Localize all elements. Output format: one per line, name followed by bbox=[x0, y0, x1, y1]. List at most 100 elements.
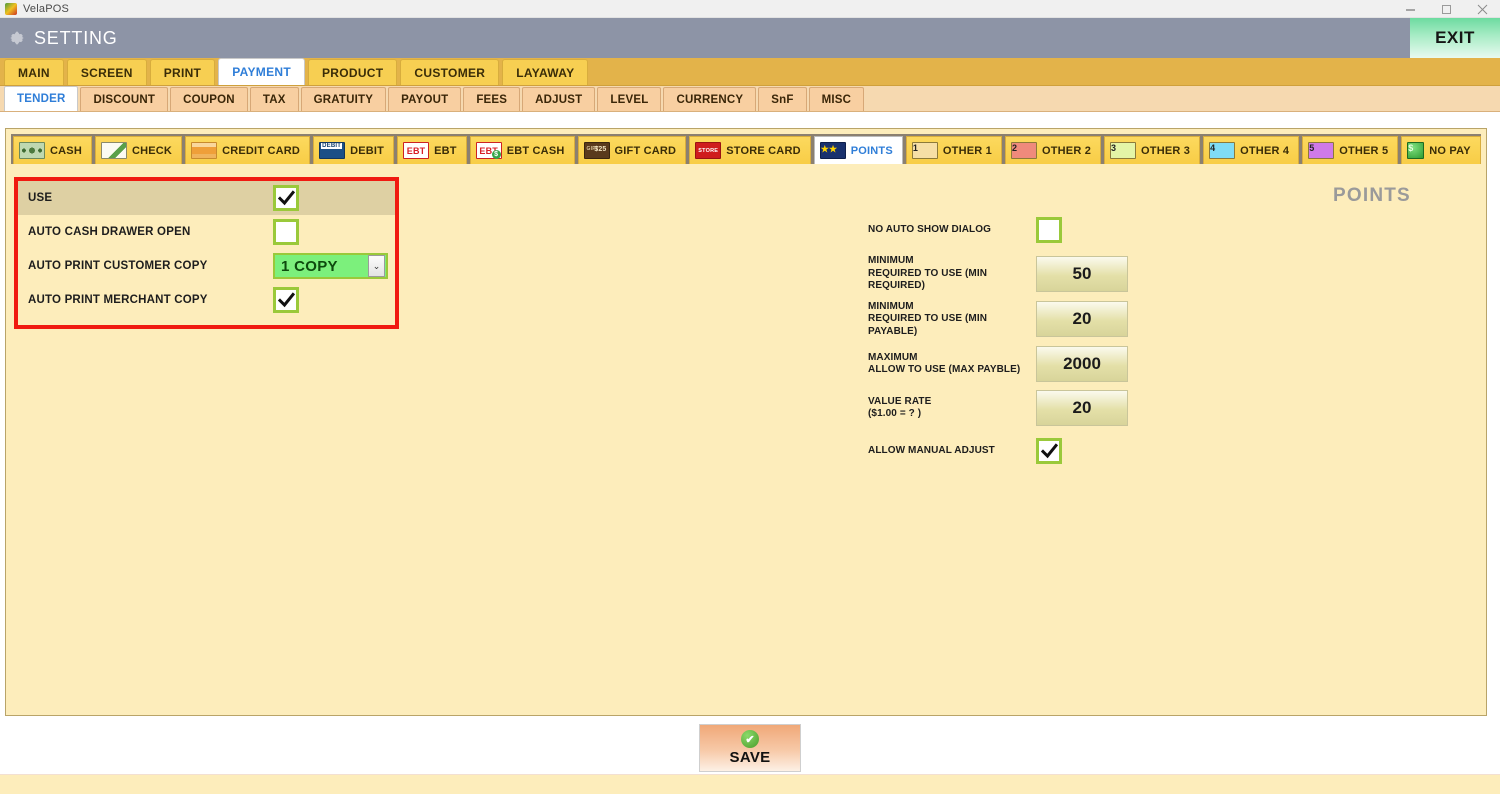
option-control bbox=[273, 287, 299, 313]
checkbox-auto-cash-drawer-open[interactable] bbox=[273, 219, 299, 245]
app-header: SETTING EXIT bbox=[0, 18, 1500, 58]
points-option-row: VALUE RATE ($1.00 = ? ) 20 bbox=[868, 390, 1468, 426]
tender-tab-check[interactable]: CHECK bbox=[94, 136, 183, 164]
sub-tab-currency[interactable]: CURRENCY bbox=[663, 87, 757, 111]
tender-tab-label: OTHER 3 bbox=[1141, 144, 1191, 157]
option-row: AUTO CASH DRAWER OPEN bbox=[18, 215, 395, 249]
tender-type-tab-bar: CASH CHECK CREDIT CARD DEBIT EBT EBT CASH GIFT… bbox=[11, 134, 1481, 164]
checkbox-allow-manual-adjust[interactable] bbox=[1036, 438, 1062, 464]
tender-tab-other-1[interactable]: 1 OTHER 1 bbox=[905, 136, 1002, 164]
label-line-2: ALLOW TO USE (MAX PAYBLE) bbox=[868, 364, 1021, 375]
tender-tab-store-card[interactable]: STORE CARD bbox=[689, 136, 811, 164]
sub-tab-snf[interactable]: SnF bbox=[758, 87, 807, 111]
tender-tab-ebt-cash[interactable]: EBT CASH bbox=[469, 136, 575, 164]
checkbox-use[interactable] bbox=[273, 185, 299, 211]
content-panel: CASH CHECK CREDIT CARD DEBIT EBT EBT CASH GIFT… bbox=[5, 128, 1487, 716]
main-tab-screen[interactable]: SCREEN bbox=[66, 59, 147, 85]
tender-tab-cash[interactable]: CASH bbox=[13, 136, 92, 164]
minimize-icon[interactable] bbox=[1392, 0, 1428, 18]
other-4-icon: 4 bbox=[1209, 142, 1236, 159]
label-line-1: ALLOW MANUAL ADJUST bbox=[868, 444, 995, 456]
tender-tab-no-pay[interactable]: $ NO PAY bbox=[1401, 136, 1481, 164]
tender-tab-points[interactable]: ★★ POINTS bbox=[813, 136, 903, 164]
tender-tab-credit-card[interactable]: CREDIT CARD bbox=[185, 136, 311, 164]
tender-options-box: USE AUTO CASH DRAWER OPEN AUTO PRINT CUSTO… bbox=[14, 177, 399, 329]
points-option-row: MINIMUM REQUIRED TO USE (MIN REQUIRED) 50 bbox=[868, 255, 1468, 293]
option-control bbox=[273, 219, 299, 245]
main-tab-product[interactable]: PRODUCT bbox=[307, 59, 398, 85]
option-row: AUTO PRINT CUSTOMER COPY 1 COPY ⌄ bbox=[18, 249, 395, 283]
sub-tab-level[interactable]: LEVEL bbox=[597, 87, 662, 111]
points-settings-box: POINTS NO AUTO SHOW DIALOG MINIMUM REQUIRE… bbox=[868, 177, 1468, 476]
tender-tab-label: POINTS bbox=[850, 144, 893, 157]
tender-tab-label: EBT CASH bbox=[506, 144, 565, 157]
ebt-icon bbox=[403, 142, 430, 159]
tender-tab-label: GIFT CARD bbox=[614, 144, 677, 157]
cash-bill-icon bbox=[19, 142, 45, 159]
sub-tab-fees[interactable]: FEES bbox=[463, 87, 521, 111]
other-3-icon: 3 bbox=[1110, 142, 1137, 159]
tender-tab-label: OTHER 2 bbox=[1041, 144, 1092, 157]
sub-tab-coupon[interactable]: COUPON bbox=[170, 87, 248, 111]
tender-tab-other-5[interactable]: 5 OTHER 5 bbox=[1302, 136, 1399, 164]
tender-tab-debit[interactable]: DEBIT bbox=[313, 136, 395, 164]
points-section-title: POINTS bbox=[1333, 185, 1411, 206]
no-pay-icon: $ bbox=[1407, 142, 1425, 159]
gear-icon bbox=[10, 31, 24, 45]
main-tab-layaway[interactable]: LAYAWAY bbox=[502, 59, 589, 85]
number-field-value-rate[interactable]: 20 bbox=[1036, 390, 1128, 426]
green-check-icon: ✔ bbox=[741, 730, 759, 748]
close-icon[interactable] bbox=[1464, 0, 1500, 18]
tender-tab-label: CHECK bbox=[131, 144, 173, 157]
bottom-strip bbox=[0, 774, 1500, 794]
tender-tab-label: STORE CARD bbox=[726, 144, 801, 157]
tender-tab-label: DEBIT bbox=[350, 144, 385, 157]
label-line-2: REQUIRED TO USE (MIN REQUIRED) bbox=[868, 267, 988, 292]
main-tab-payment[interactable]: PAYMENT bbox=[218, 58, 305, 85]
tender-tab-other-3[interactable]: 3 OTHER 3 bbox=[1104, 136, 1201, 164]
checkbox-auto-print-merchant-copy[interactable] bbox=[273, 287, 299, 313]
sub-tab-discount[interactable]: DISCOUNT bbox=[80, 87, 169, 111]
label-line-2: REQUIRED TO USE (MIN PAYABLE) bbox=[868, 313, 988, 337]
sub-tab-payout[interactable]: PAYOUT bbox=[388, 87, 462, 111]
sub-tab-gratuity[interactable]: GRATUITY bbox=[300, 87, 387, 111]
tender-tab-label: CASH bbox=[50, 144, 82, 157]
tender-tab-ebt[interactable]: EBT bbox=[397, 136, 467, 164]
tender-tab-label: EBT bbox=[434, 144, 457, 157]
exit-button[interactable]: EXIT bbox=[1410, 18, 1500, 58]
sub-tab-tender[interactable]: TENDER bbox=[4, 86, 79, 111]
points-stars-icon: ★★ bbox=[819, 142, 846, 159]
label-line-2: ($1.00 = ? ) bbox=[868, 408, 922, 419]
option-control bbox=[273, 185, 299, 211]
maximize-icon[interactable] bbox=[1428, 0, 1464, 18]
other-2-icon: 2 bbox=[1010, 142, 1037, 159]
sub-tab-tax[interactable]: TAX bbox=[249, 87, 299, 111]
sub-tab-adjust[interactable]: ADJUST bbox=[522, 87, 596, 111]
option-row: USE bbox=[18, 181, 395, 215]
check-pen-icon bbox=[100, 142, 127, 159]
main-tab-print[interactable]: PRINT bbox=[149, 59, 216, 85]
checkbox-no-auto-show-dialog[interactable] bbox=[1036, 217, 1062, 243]
tender-tab-label: OTHER 4 bbox=[1240, 144, 1290, 157]
tender-tab-other-2[interactable]: 2 OTHER 2 bbox=[1004, 136, 1102, 164]
number-field-maximum[interactable]: 2000 bbox=[1036, 346, 1128, 382]
select-value: 1 COPY bbox=[281, 257, 338, 275]
main-tab-main[interactable]: MAIN bbox=[4, 59, 64, 85]
points-option-row: MAXIMUM ALLOW TO USE (MAX PAYBLE) 2000 bbox=[868, 346, 1468, 382]
tender-tab-other-4[interactable]: 4 OTHER 4 bbox=[1203, 136, 1300, 164]
points-option-label: MAXIMUM ALLOW TO USE (MAX PAYBLE) bbox=[868, 352, 1036, 377]
main-tab-customer[interactable]: CUSTOMER bbox=[400, 59, 500, 85]
number-field-minimum[interactable]: 20 bbox=[1036, 301, 1128, 338]
option-label: AUTO CASH DRAWER OPEN bbox=[28, 226, 191, 238]
sub-tab-misc[interactable]: MISC bbox=[808, 87, 865, 111]
select-auto-print-customer-copy[interactable]: 1 COPY ⌄ bbox=[273, 253, 388, 279]
option-control: 1 COPY ⌄ bbox=[273, 253, 388, 279]
number-field-minimum[interactable]: 50 bbox=[1036, 255, 1128, 292]
save-button[interactable]: ✔ SAVE bbox=[699, 724, 801, 772]
tender-tab-gift-card[interactable]: GIFT CARD bbox=[577, 136, 687, 164]
option-label: AUTO PRINT MERCHANT COPY bbox=[28, 294, 208, 306]
label-line-1: MINIMUM bbox=[868, 300, 914, 312]
chevron-down-icon[interactable]: ⌄ bbox=[368, 255, 385, 277]
window-titlebar: VelaPOS bbox=[0, 0, 1500, 18]
footer-bar: ✔ SAVE bbox=[0, 722, 1500, 774]
